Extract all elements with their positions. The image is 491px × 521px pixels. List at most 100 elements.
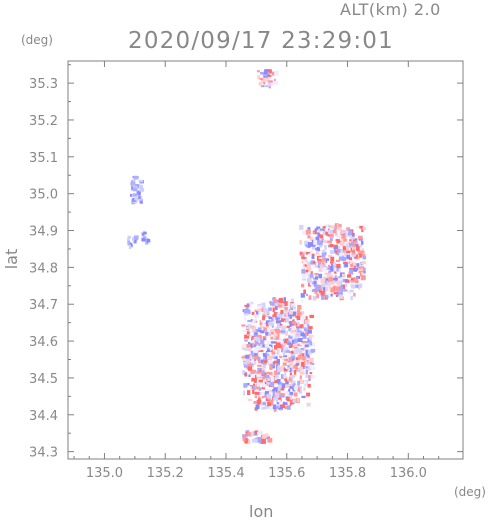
echo-pixel <box>325 280 329 286</box>
echo-pixel <box>248 343 253 349</box>
echo-pixel <box>299 343 304 346</box>
echo-pixel <box>276 337 282 343</box>
echo-pixel <box>345 243 348 247</box>
echo-pixel <box>316 293 319 299</box>
echo-pixel <box>333 246 339 250</box>
echo-pixel <box>242 329 247 333</box>
echo-pixel <box>328 286 334 289</box>
echo-pixel <box>325 231 330 236</box>
echo-pixel <box>260 351 265 356</box>
echo-pixel <box>305 369 308 374</box>
echo-pixel <box>302 230 307 235</box>
echo-pixel <box>311 289 315 292</box>
echo-pixel <box>280 395 285 398</box>
echo-pixel <box>307 384 311 388</box>
echo-pixel <box>293 351 299 355</box>
echo-pixel <box>247 440 251 444</box>
echo-pixel <box>352 241 358 244</box>
echo-pixel <box>305 373 308 378</box>
echo-pixel <box>248 374 251 377</box>
echo-pixel <box>352 262 357 266</box>
echo-pixel <box>262 366 265 371</box>
echo-pixel <box>275 306 278 311</box>
echo-pixel <box>269 372 272 375</box>
echo-pixel <box>253 356 258 360</box>
echo-pixel <box>299 314 303 318</box>
echo-pixel <box>304 240 309 246</box>
echo-pixel <box>288 357 293 362</box>
echo-pixel <box>308 329 312 334</box>
echo-pixel <box>336 267 341 272</box>
echo-pixel <box>261 302 266 307</box>
echo-pixel <box>293 364 298 369</box>
echo-pixel <box>342 253 345 256</box>
echo-pixel <box>243 390 246 396</box>
echo-pixel <box>265 438 269 443</box>
echo-pixel <box>282 362 287 366</box>
echo-pixel <box>244 316 247 321</box>
echo-pixel <box>257 70 260 73</box>
echo-pixel <box>328 276 333 282</box>
echo-pixel <box>280 345 285 350</box>
echo-pixel <box>268 316 272 320</box>
echo-pixel <box>344 252 347 256</box>
echo-pixel <box>261 320 264 323</box>
echo-pixel <box>303 251 308 255</box>
echo-pixel <box>280 330 285 333</box>
echo-pixel <box>299 224 304 230</box>
echo-pixel <box>288 335 293 340</box>
echo-pixel <box>312 264 316 268</box>
echo-pixel <box>273 78 276 81</box>
echo-pixel <box>355 284 359 288</box>
echo-pixel <box>314 231 320 235</box>
echo-pixel <box>362 226 366 231</box>
echo-pixel <box>244 348 249 351</box>
echo-pixel <box>313 288 318 293</box>
echo-pixel <box>256 311 259 316</box>
echo-pixel <box>263 327 268 332</box>
echo-pixel <box>299 375 302 380</box>
echo-pixel <box>336 252 339 256</box>
echo-pixel <box>286 405 291 410</box>
echo-pixel <box>362 256 367 260</box>
echo-pixel <box>282 401 285 406</box>
echo-pixel <box>254 438 258 443</box>
echo-pixel <box>127 240 131 246</box>
echo-pixel <box>310 250 313 255</box>
echo-pixel <box>332 273 335 278</box>
x-tick-label: 135.8 <box>329 466 366 481</box>
echo-pixel <box>264 382 268 386</box>
echo-pixel <box>280 404 285 408</box>
echo-pixel <box>254 378 257 383</box>
echo-pixel <box>264 71 270 77</box>
echo-pixel <box>266 382 271 385</box>
echo-pixel <box>319 264 324 268</box>
echo-pixel <box>300 359 303 362</box>
echo-pixel <box>253 401 258 404</box>
echo-pixel <box>350 236 356 240</box>
echo-pixel <box>312 247 317 250</box>
echo-pixel <box>302 315 306 320</box>
echo-pixel <box>335 294 338 297</box>
echo-pixel <box>270 406 273 411</box>
echo-pixel <box>361 227 364 233</box>
echo-pixel <box>337 249 341 253</box>
echo-pixel <box>273 335 276 340</box>
echo-pixel <box>260 330 265 334</box>
echo-pixel <box>273 305 277 311</box>
echo-pixel <box>327 264 332 268</box>
echo-pixel <box>285 381 289 386</box>
echo-pixel <box>132 187 138 192</box>
echo-pixel <box>328 242 332 245</box>
echo-pixel <box>293 311 299 314</box>
echo-pixel <box>251 336 254 341</box>
echo-pixel <box>322 257 326 262</box>
echo-pixel <box>350 241 354 247</box>
echo-pixel <box>257 367 262 373</box>
y-tick-label: 35.1 <box>29 151 58 166</box>
echo-pixel <box>303 260 308 265</box>
echo-region <box>257 69 279 89</box>
echo-pixel <box>338 276 341 279</box>
echo-pixel <box>320 290 325 296</box>
